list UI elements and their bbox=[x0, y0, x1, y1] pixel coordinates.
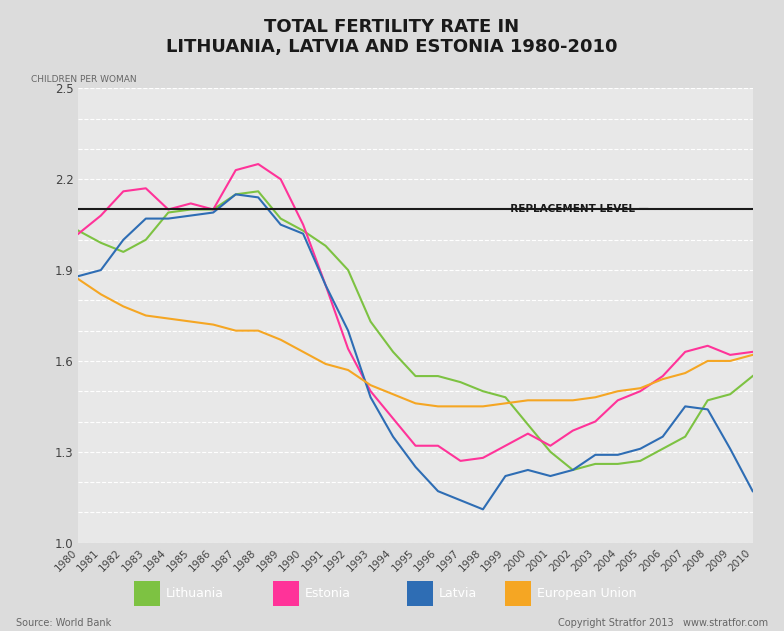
Text: European Union: European Union bbox=[537, 587, 637, 599]
Text: Lithuania: Lithuania bbox=[165, 587, 223, 599]
Bar bbox=[505, 581, 532, 606]
Bar bbox=[273, 581, 299, 606]
Bar bbox=[134, 581, 160, 606]
Text: Latvia: Latvia bbox=[438, 587, 477, 599]
Text: TOTAL FERTILITY RATE IN
LITHUANIA, LATVIA AND ESTONIA 1980-2010: TOTAL FERTILITY RATE IN LITHUANIA, LATVI… bbox=[166, 18, 618, 56]
Text: REPLACEMENT LEVEL —: REPLACEMENT LEVEL — bbox=[503, 204, 649, 215]
Text: Copyright Stratfor 2013   www.stratfor.com: Copyright Stratfor 2013 www.stratfor.com bbox=[558, 618, 768, 628]
Text: CHILDREN PER WOMAN: CHILDREN PER WOMAN bbox=[31, 75, 137, 84]
Bar bbox=[407, 581, 433, 606]
Text: Estonia: Estonia bbox=[305, 587, 351, 599]
Text: Source: World Bank: Source: World Bank bbox=[16, 618, 111, 628]
